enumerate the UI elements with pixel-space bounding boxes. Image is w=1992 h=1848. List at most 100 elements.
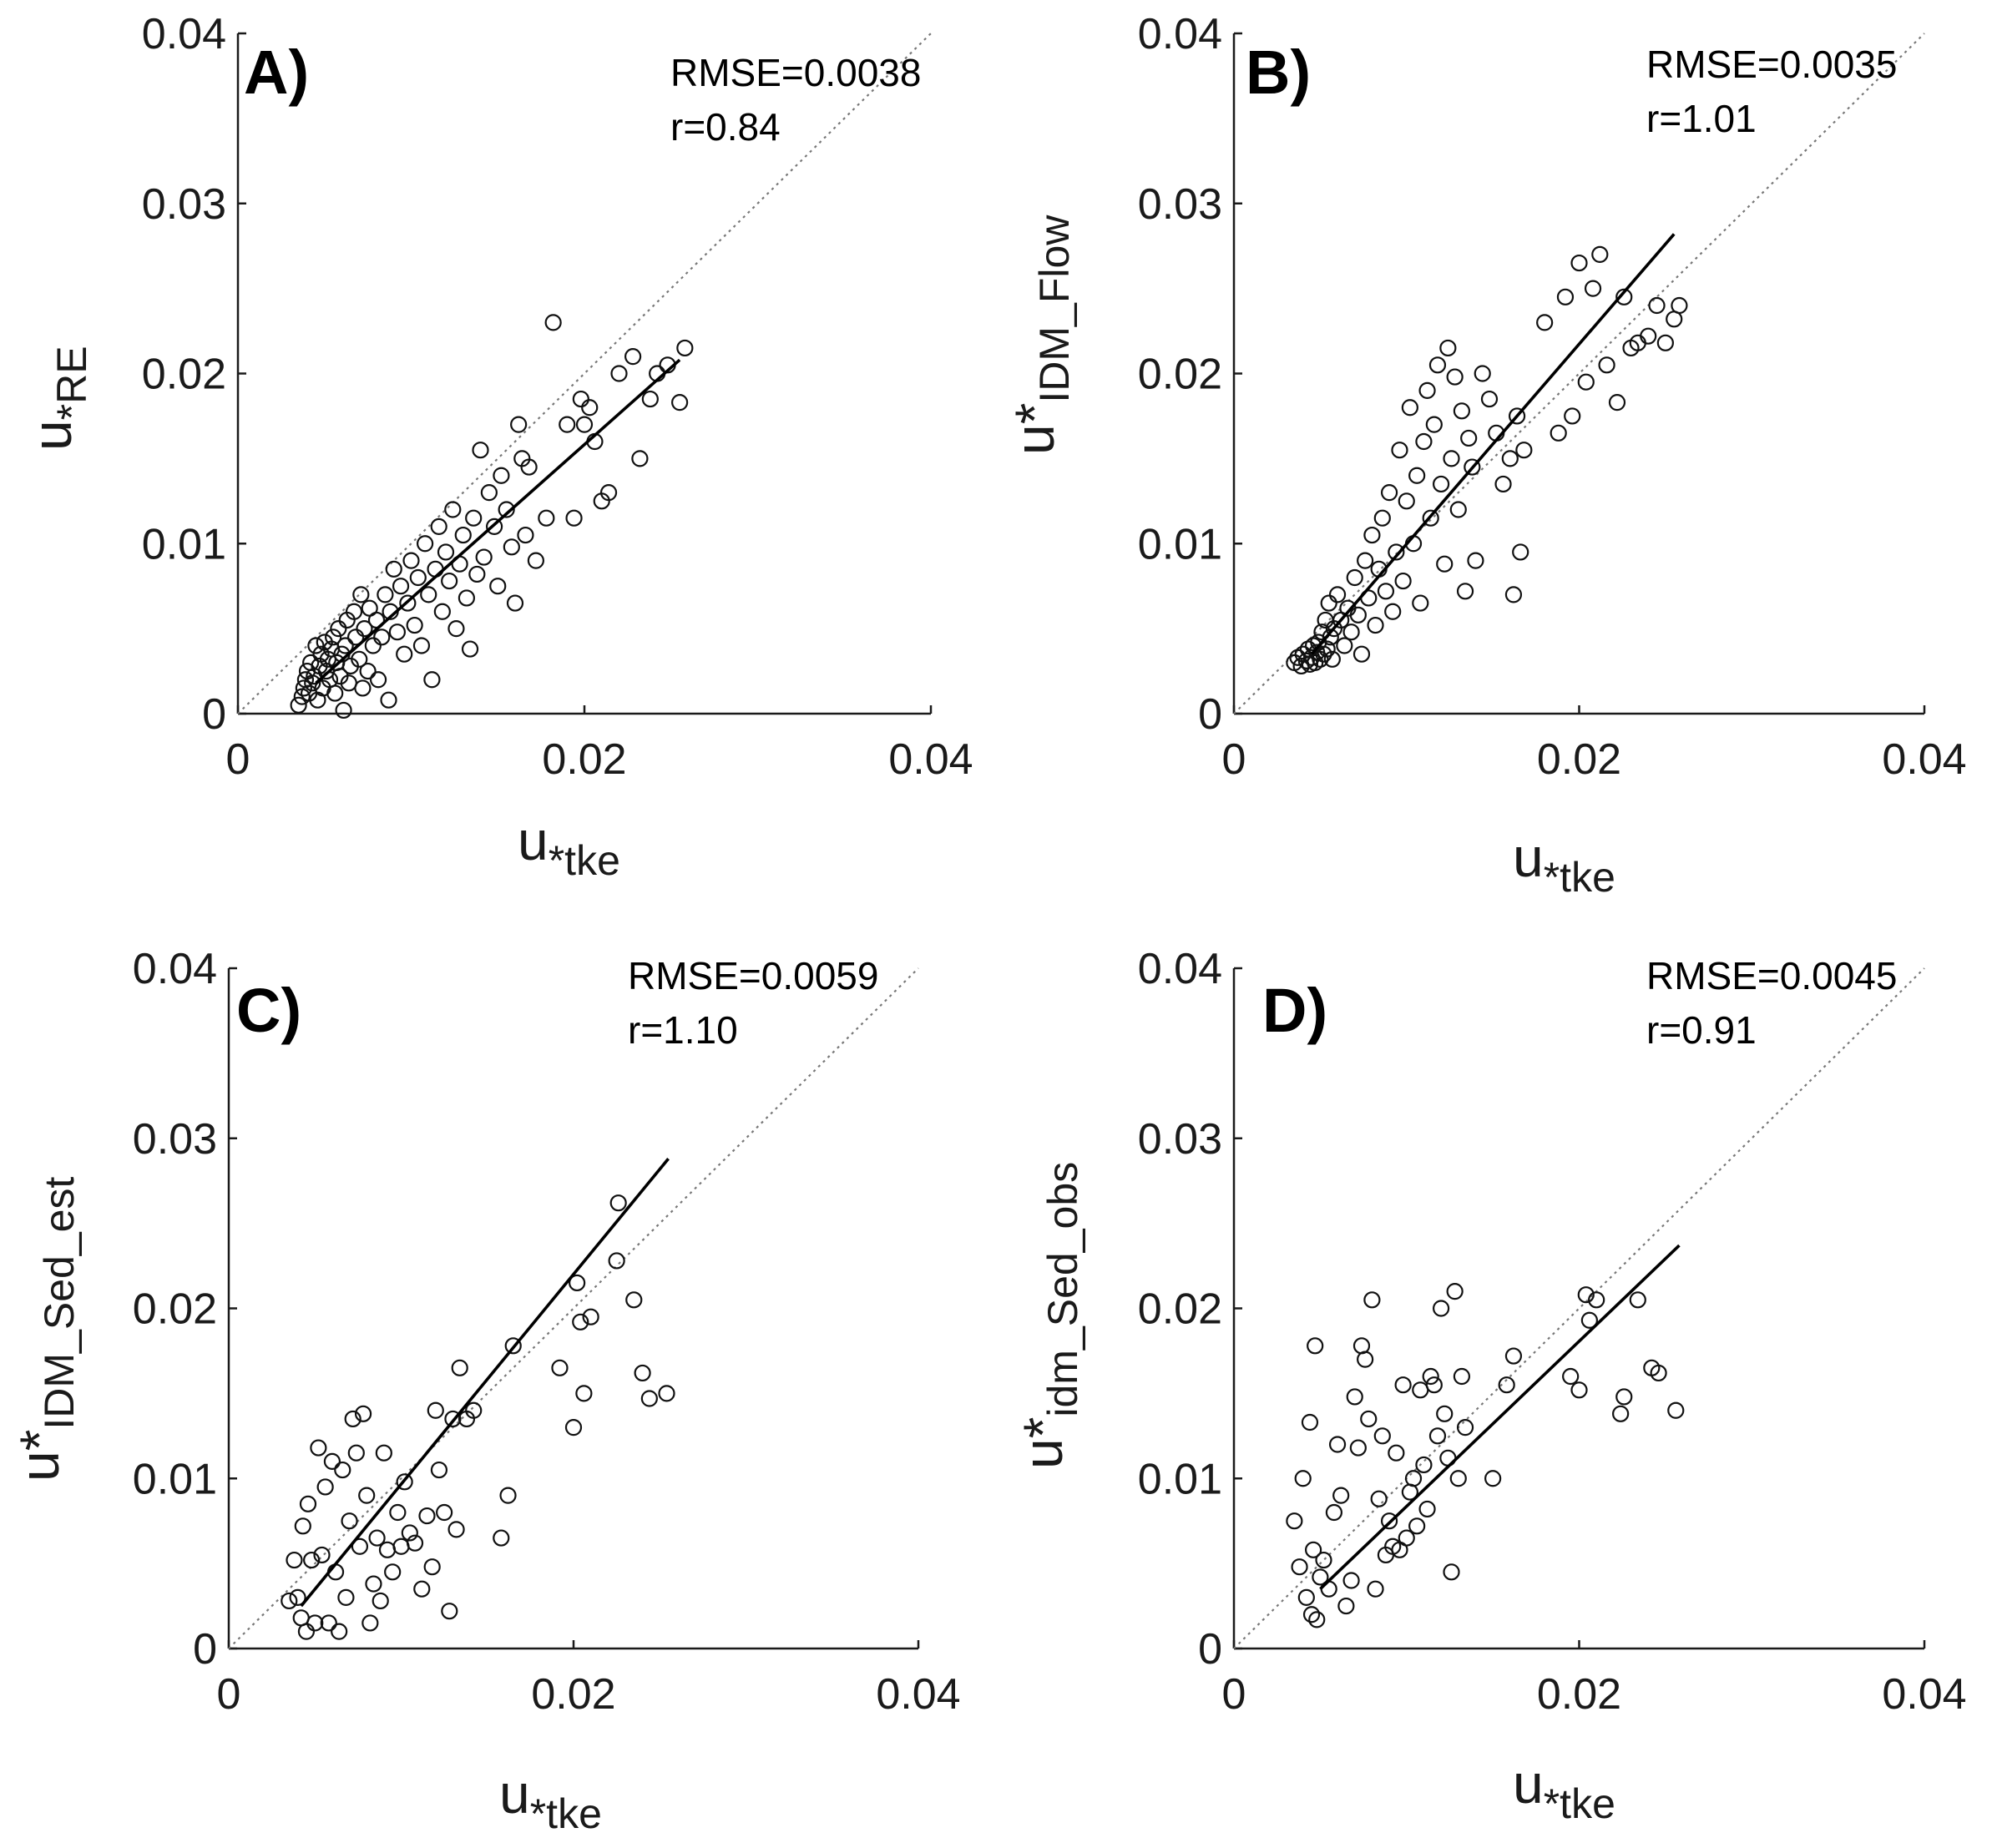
- data-point: [1346, 568, 1363, 587]
- x-axis-label: u*tke: [1513, 826, 1615, 901]
- data-point: [499, 1487, 517, 1504]
- data-point: [299, 1495, 317, 1512]
- data-point: [1404, 1470, 1423, 1487]
- data-point: [1384, 603, 1402, 620]
- data-point: [1464, 458, 1481, 476]
- y-tick-label: 0.04: [133, 945, 217, 993]
- data-point: [378, 1541, 397, 1558]
- x-axis-label: u*tke: [518, 810, 620, 884]
- y-tick-label: 0.01: [1138, 1455, 1222, 1503]
- regression-fit-line: [1310, 233, 1676, 655]
- y-tick-label: 0.02: [1138, 351, 1222, 399]
- data-point: [468, 565, 486, 583]
- data-point: [1357, 1351, 1374, 1368]
- data-point: [634, 1364, 651, 1382]
- data-point: [1328, 586, 1347, 603]
- data-point: [286, 1551, 303, 1569]
- data-point: [290, 696, 307, 714]
- data-point: [1480, 390, 1499, 408]
- y-axis-label: u*IDM_Sed_est: [8, 1177, 83, 1482]
- regression-fit-line: [1319, 1244, 1681, 1590]
- data-point: [441, 572, 458, 590]
- data-point: [1401, 399, 1418, 417]
- data-point: [420, 586, 437, 603]
- data-point: [316, 1478, 334, 1496]
- x-tick-label: 0.02: [1537, 735, 1621, 784]
- data-point: [330, 620, 347, 638]
- data-point: [377, 586, 394, 603]
- data-point: [538, 509, 555, 527]
- data-point: [388, 624, 406, 641]
- data-point: [1315, 1551, 1332, 1569]
- data-point: [1432, 475, 1450, 493]
- data-point: [1591, 245, 1609, 263]
- y-axis-label-main: u*: [8, 1430, 70, 1482]
- data-point: [510, 416, 528, 433]
- data-point: [418, 1507, 436, 1525]
- data-point: [1342, 1572, 1360, 1589]
- data-point: [599, 484, 618, 502]
- data-point: [1312, 1568, 1329, 1586]
- x-axis-label: u*tke: [1513, 1753, 1615, 1827]
- data-point: [472, 442, 489, 459]
- y-axis-label-sub: *RE: [48, 346, 95, 420]
- data-point: [1363, 1291, 1381, 1309]
- data-point: [1648, 296, 1666, 315]
- data-point: [356, 620, 373, 638]
- x-axis-label-sub: *tke: [530, 1790, 602, 1837]
- data-point: [569, 1274, 586, 1292]
- data-point: [307, 637, 325, 654]
- data-point: [1671, 296, 1688, 315]
- data-point: [423, 671, 441, 689]
- data-point: [625, 1291, 643, 1309]
- data-point: [341, 1512, 358, 1530]
- y-tick-label: 0.03: [133, 1115, 217, 1164]
- data-point: [1332, 1487, 1350, 1504]
- data-point: [289, 1588, 306, 1606]
- y-tick-label: 0: [1198, 690, 1222, 739]
- data-point: [294, 1517, 311, 1535]
- data-point: [1650, 1364, 1667, 1382]
- data-point: [489, 578, 507, 595]
- data-point: [1391, 442, 1408, 459]
- data-point: [1443, 450, 1460, 467]
- data-point: [1415, 1456, 1433, 1474]
- data-point: [1373, 509, 1391, 527]
- data-point: [1322, 629, 1339, 646]
- data-point: [304, 674, 321, 692]
- data-point: [564, 1419, 583, 1436]
- data-point: [1570, 254, 1588, 272]
- data-point: [1418, 1500, 1436, 1518]
- data-point: [1453, 1367, 1471, 1386]
- data-point: [640, 1390, 658, 1407]
- data-point: [610, 365, 628, 382]
- y-tick-label: 0.01: [133, 1455, 217, 1503]
- data-point: [658, 1385, 675, 1402]
- data-point: [454, 526, 472, 544]
- data-point: [1474, 365, 1491, 382]
- data-point: [572, 1313, 589, 1330]
- data-point: [1484, 1470, 1502, 1487]
- data-point: [1598, 356, 1615, 374]
- data-point: [364, 637, 382, 654]
- data-point: [1349, 1439, 1367, 1457]
- data-point: [1615, 1388, 1633, 1406]
- data-point: [331, 1623, 348, 1640]
- data-point: [624, 348, 642, 366]
- y-tick-label: 0.03: [1138, 1115, 1222, 1164]
- data-point: [1608, 394, 1626, 412]
- y-tick-label: 0.04: [1138, 945, 1222, 993]
- data-point: [1367, 1580, 1384, 1598]
- data-point: [551, 1359, 569, 1376]
- panel-label: C): [236, 976, 301, 1045]
- data-point: [384, 1563, 402, 1581]
- x-axis-label-sub: *tke: [1544, 1780, 1615, 1827]
- data-point: [631, 450, 649, 467]
- data-point: [392, 578, 410, 595]
- data-point: [1346, 1388, 1363, 1406]
- data-point: [498, 501, 515, 518]
- x-tick-label: 0: [217, 1670, 241, 1719]
- data-point: [1504, 586, 1523, 603]
- data-point: [417, 535, 434, 553]
- data-point: [608, 1252, 625, 1270]
